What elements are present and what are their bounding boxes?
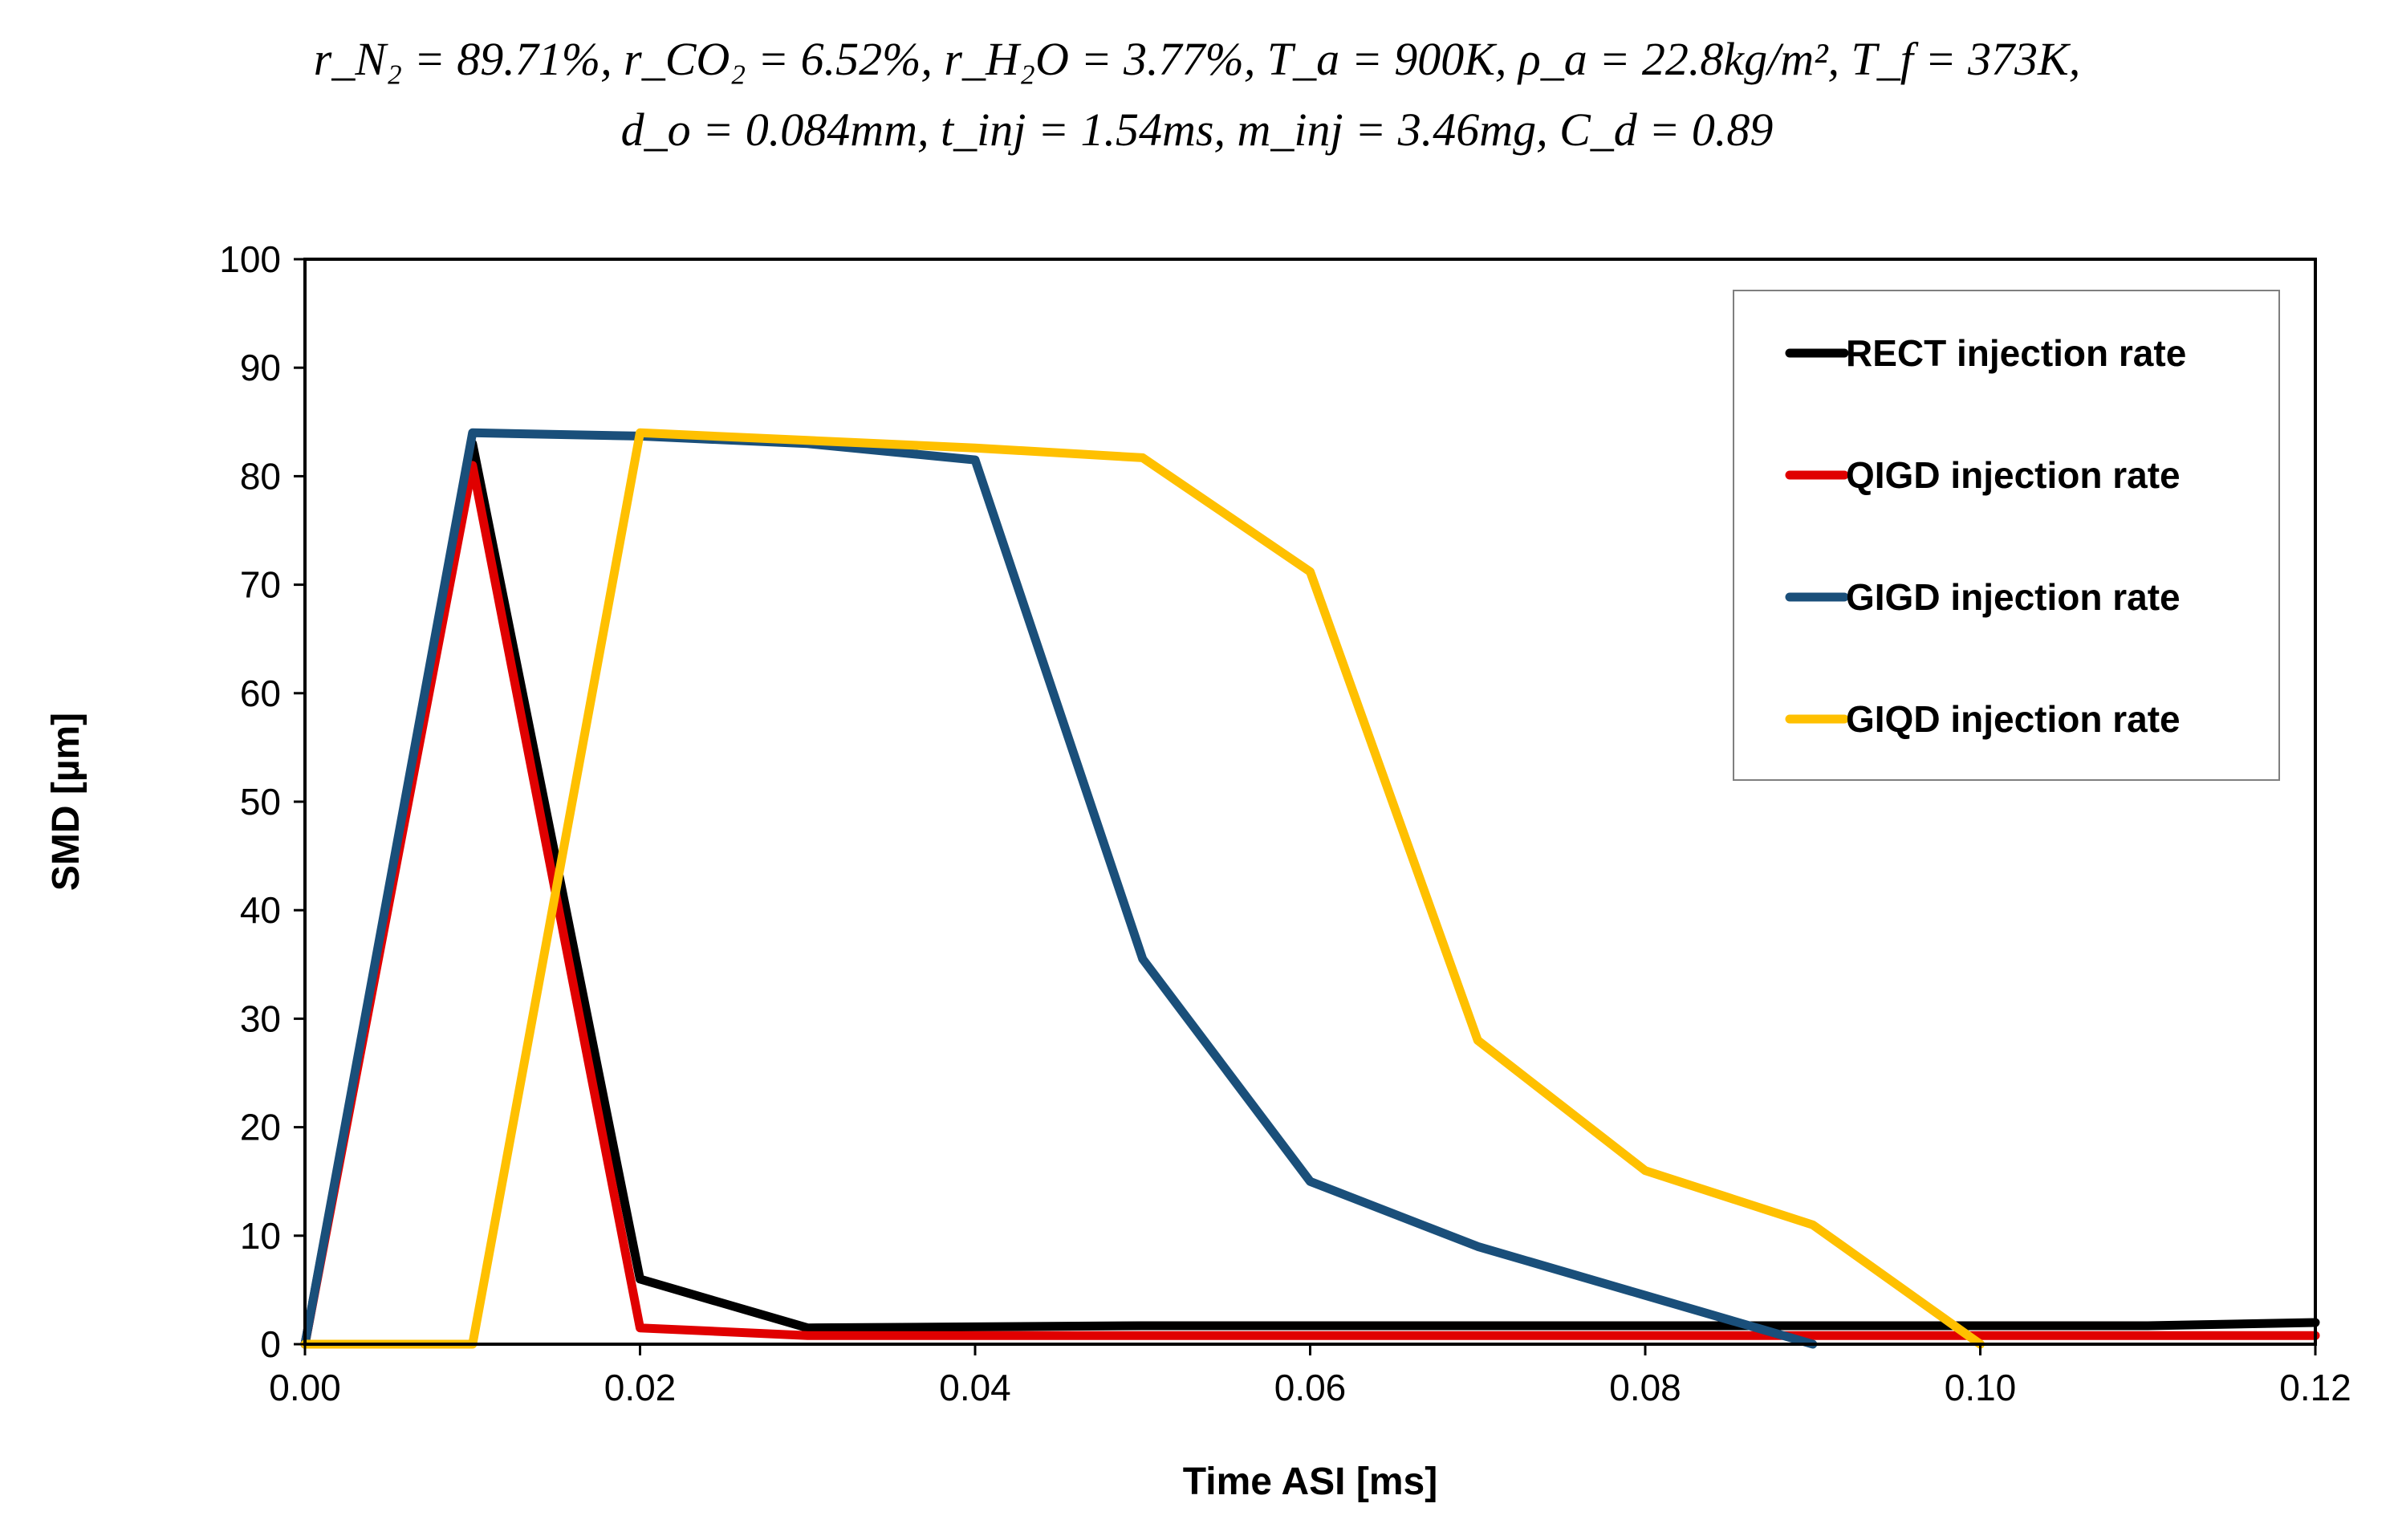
y-axis-title: SMD [µm]: [45, 713, 87, 891]
series-line-0: [300, 439, 2320, 1349]
chart-title: r_N₂ = 89.71%, r_CO₂ = 6.52%, r_H₂O = 3.…: [0, 24, 2394, 165]
x-tick-label: 0.02: [604, 1367, 677, 1408]
y-tick-label: 0: [260, 1323, 281, 1365]
y-tick-label: 10: [240, 1215, 281, 1257]
y-tick-label: 90: [240, 347, 281, 388]
x-tick-label: 0.06: [1274, 1367, 1347, 1408]
y-tick-label: 50: [240, 781, 281, 823]
series-line-3: [300, 428, 1985, 1349]
legend-label-3: GIQD injection rate: [1846, 698, 2181, 740]
x-axis-title: Time ASI [ms]: [1183, 1461, 1437, 1503]
legend-label-1: QIGD injection rate: [1846, 454, 2181, 496]
legend-box: [1733, 290, 2280, 781]
chart-title-line-1: r_N₂ = 89.71%, r_CO₂ = 6.52%, r_H₂O = 3.…: [313, 33, 2081, 85]
legend: RECT injection rate QIGD injection rate GI…: [1733, 290, 2280, 781]
chart-title-line-2: d_o = 0.084mm, t_inj = 1.54ms, m_inj = 3…: [620, 104, 1774, 156]
y-tick-label: 30: [240, 998, 281, 1039]
x-tick-label: 0.08: [1609, 1367, 1681, 1408]
series-layer: [300, 428, 2320, 1349]
y-tick-label: 40: [240, 889, 281, 931]
y-tick-label: 100: [219, 238, 281, 280]
x-tick-label: 0.04: [939, 1367, 1011, 1408]
x-tick-label: 0.10: [1945, 1367, 2017, 1408]
axis-ticks: 0 10 20 30 40 50 60 70 80 90 100 0.00 0.02 0.04 0.06 0.…: [219, 238, 2351, 1408]
x-tick-label: 0.00: [269, 1367, 341, 1408]
legend-label-0: RECT injection rate: [1846, 332, 2186, 374]
series-line-1: [300, 461, 2320, 1349]
legend-label-2: GIGD injection rate: [1846, 576, 2181, 618]
y-tick-label: 20: [240, 1107, 281, 1148]
y-tick-label: 70: [240, 564, 281, 606]
y-tick-label: 80: [240, 455, 281, 497]
x-tick-label: 0.12: [2279, 1367, 2351, 1408]
y-tick-label: 60: [240, 672, 281, 714]
series-line-2: [300, 428, 1818, 1349]
